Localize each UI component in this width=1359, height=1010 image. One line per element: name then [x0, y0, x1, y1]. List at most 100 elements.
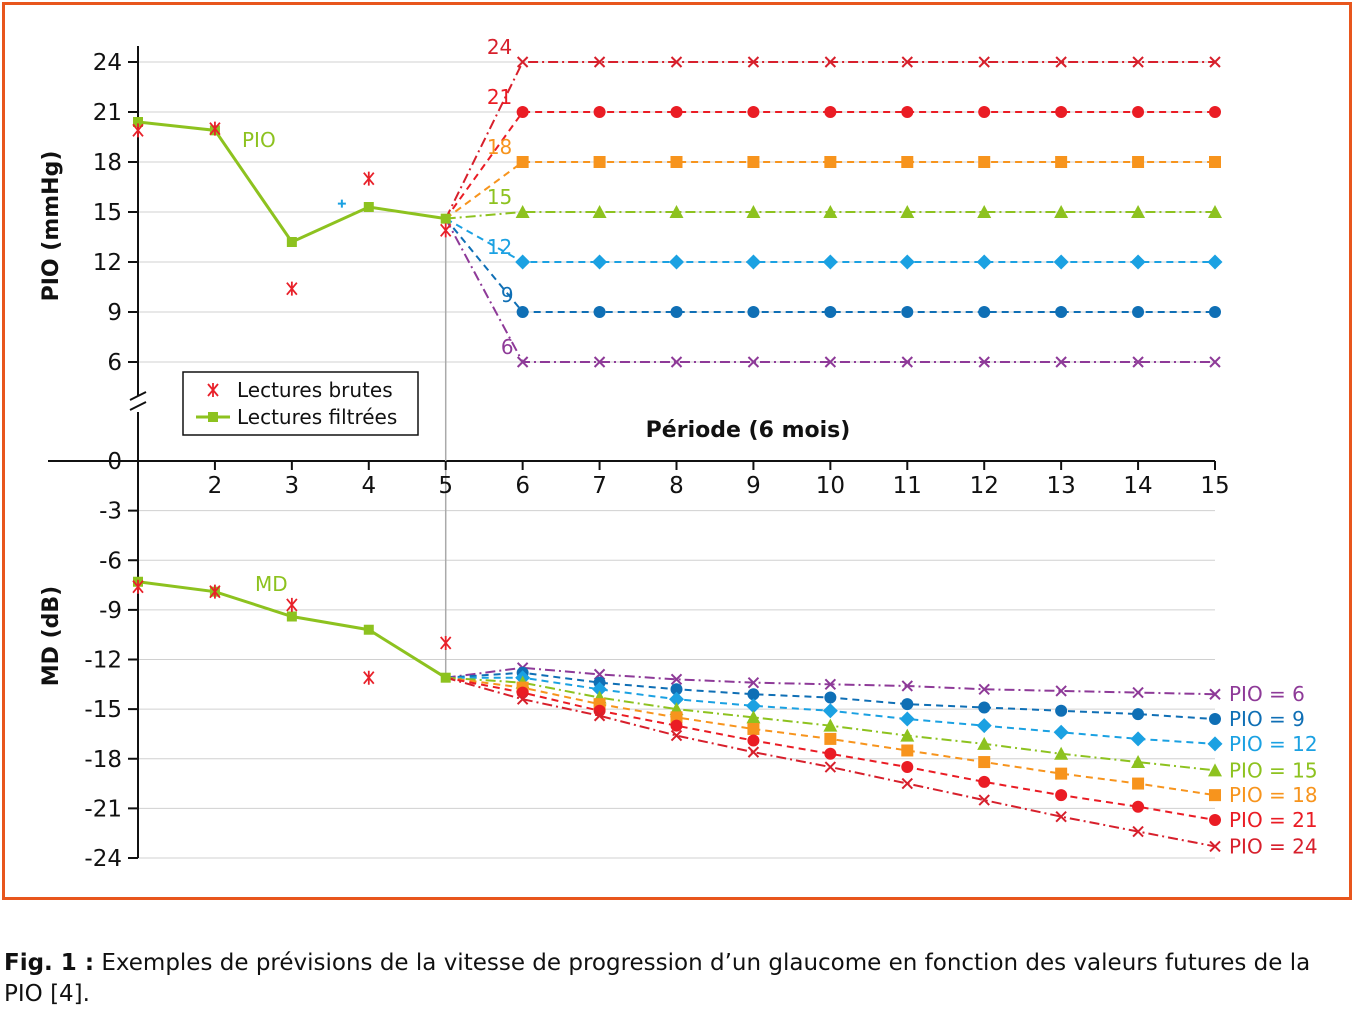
scenario-marker-upper-12: [1207, 254, 1223, 270]
scenario-marker-upper-21: [747, 106, 760, 118]
y-tick-label-lower: -6: [99, 548, 122, 574]
figure-caption: Fig. 1 : Exemples de prévisions de la vi…: [4, 948, 1356, 1010]
scenario-marker-upper-6: [670, 356, 683, 368]
scenario-marker-upper-21: [1055, 106, 1068, 118]
scenario-marker-upper-15: [1054, 205, 1069, 218]
scenario-marker-lower: [1054, 746, 1069, 760]
scenario-label-lower: PIO = 15: [1229, 758, 1318, 782]
scenario-marker-lower: [978, 775, 991, 788]
legend-filtered-label: Lectures filtrées: [237, 405, 397, 429]
y-tick-label-upper: 6: [107, 350, 122, 376]
y-tick-label-lower: -21: [84, 796, 122, 822]
scenario-marker-lower: [901, 680, 913, 692]
scenario-marker-lower: [593, 710, 606, 722]
scenario-marker-lower: [1207, 736, 1223, 752]
scenario-marker-upper-15: [669, 205, 684, 218]
scenario-marker-lower: [899, 711, 915, 727]
scenario-label-lower: PIO = 12: [1229, 732, 1318, 756]
scenario-marker-upper-6: [516, 356, 529, 368]
y-tick-label-upper: 21: [93, 100, 122, 126]
scenario-marker-upper-18: [824, 156, 837, 168]
scenario-marker-lower: [747, 676, 760, 689]
filtered-marker: [440, 672, 451, 683]
scenario-marker-lower: [1209, 840, 1221, 853]
x-tick-label: 6: [515, 473, 530, 499]
scenario-marker-lower: [1132, 800, 1145, 813]
scenario-label-upper-9: 9: [501, 283, 514, 307]
scenario-marker-lower: [1132, 825, 1144, 838]
y-tick-label-lower: -12: [84, 648, 122, 674]
scenario-marker-lower: [978, 683, 990, 695]
scenario-marker-upper-9: [1209, 306, 1221, 318]
scenario-marker-lower: [1131, 755, 1146, 769]
scenario-marker-lower: [824, 732, 837, 745]
scenario-marker-upper-24: [901, 56, 913, 68]
scenario-label-upper-15: 15: [487, 185, 512, 209]
scenario-marker-upper-15: [1131, 205, 1146, 218]
scenario-marker-upper-24: [824, 56, 837, 68]
series-label: PIO: [242, 128, 276, 152]
y-tick-label-upper: 9: [107, 300, 122, 326]
scenario-marker-lower: [670, 719, 683, 732]
scenario-marker-upper-6: [824, 356, 837, 368]
scenario-marker-upper-21: [1209, 106, 1221, 118]
scenario-marker-upper-24: [670, 56, 683, 68]
x-tick-label: 9: [746, 473, 761, 499]
scenario-marker-lower: [1209, 713, 1221, 726]
scenario-marker-upper-12: [822, 254, 838, 270]
scenario-marker-upper-18: [1132, 156, 1145, 168]
raw-marker: [440, 635, 452, 650]
x-tick-label: 12: [970, 473, 999, 499]
x-tick-label: 10: [816, 473, 845, 499]
scenario-label-upper-18: 18: [487, 135, 512, 159]
scenario-line-upper-9: [444, 218, 1215, 313]
scenario-marker-upper-18: [747, 156, 760, 168]
scenario-marker-upper-9: [593, 306, 606, 318]
raw-marker: [363, 670, 375, 685]
scenario-marker-upper-6: [747, 356, 760, 368]
x-tick-label: 13: [1047, 473, 1076, 499]
scenario-marker-upper-9: [747, 306, 760, 318]
scenario-marker-upper-12: [1130, 254, 1146, 270]
scenario-marker-lower: [901, 744, 914, 757]
scenario-marker-lower: [824, 691, 837, 704]
scenario-marker-lower: [976, 718, 992, 734]
y-tick-label-lower: 0: [107, 449, 122, 475]
scenario-marker-lower: [747, 734, 760, 747]
scenario-marker-upper-12: [745, 254, 761, 270]
scenario-marker-upper-6: [901, 356, 913, 368]
filtered-line: [137, 580, 447, 679]
scenario-marker-lower: [823, 718, 838, 732]
legend-raw-label: Lectures brutes: [237, 378, 393, 402]
scenario-marker-upper-24: [1132, 56, 1144, 68]
scenario-marker-upper-18: [901, 156, 914, 168]
scenario-marker-lower: [1055, 810, 1067, 823]
scenario-marker-lower: [516, 693, 529, 705]
raw-marker: [132, 579, 144, 594]
scenario-marker-lower: [747, 746, 760, 758]
scenario-marker-lower: [1208, 763, 1222, 777]
raw-marker: [286, 281, 298, 296]
scenario-marker-lower: [1209, 688, 1221, 700]
scenario-marker-lower: [670, 683, 683, 696]
scenario-label-upper-12: 12: [487, 235, 512, 259]
scenario-marker-upper-6: [593, 356, 606, 368]
scenario-marker-lower: [1132, 777, 1145, 790]
x-tick-label: 14: [1123, 473, 1152, 499]
scenario-marker-lower: [669, 691, 684, 707]
scenario-line-upper-6: [444, 218, 1215, 363]
scenario-marker-lower: [1132, 708, 1145, 721]
scenario-label-upper-24: 24: [487, 35, 512, 59]
filtered-marker: [286, 611, 297, 622]
scenario-marker-upper-24: [1055, 56, 1067, 68]
x-tick-label: 4: [361, 473, 376, 499]
scenario-marker-upper-15: [1208, 205, 1222, 218]
scenario-marker-upper-6: [1209, 356, 1221, 368]
scenario-marker-upper-12: [515, 254, 531, 270]
scenario-marker-lower: [977, 736, 992, 750]
scenario-line-lower: [445, 676, 1216, 821]
axis-break-mark: [129, 401, 147, 411]
chart-svg: 24 21 18 15 12 9 6 0 -3 -6 -9 -12 -15 -18 -21 -24 2 3 4 5 6 7…: [39, 35, 1318, 872]
scenario-marker-upper-9: [516, 306, 529, 318]
y-axis-title-lower: MD (dB): [39, 586, 64, 686]
